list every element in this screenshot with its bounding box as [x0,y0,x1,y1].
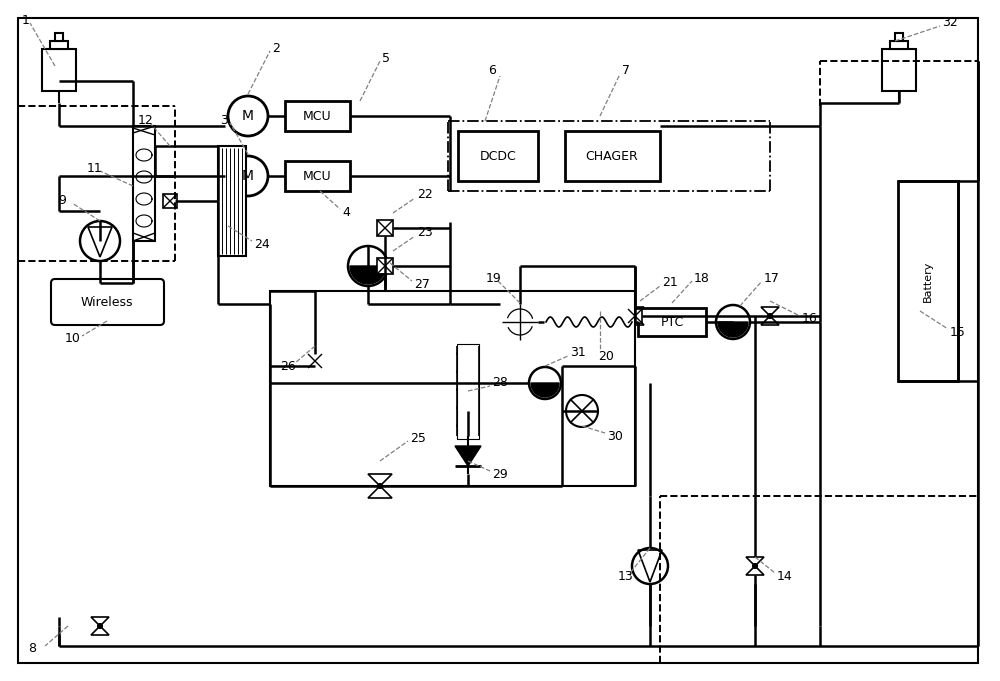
Text: 28: 28 [492,377,508,390]
Text: 27: 27 [414,277,430,291]
Text: 23: 23 [417,227,433,240]
Bar [133,126,155,241]
Circle shape [753,563,758,569]
Text: 6: 6 [488,65,496,78]
Text: 10: 10 [65,332,81,345]
Circle shape [716,305,750,339]
Text: MCU: MCU [303,110,331,123]
Text: 20: 20 [598,351,614,364]
Bar [544,313,634,331]
Circle shape [529,367,561,399]
Text: 1: 1 [22,14,30,27]
FancyBboxPatch shape [51,279,164,325]
Bar [377,258,393,274]
Circle shape [348,246,388,286]
Text: DCDC: DCDC [480,150,516,163]
Text: 7: 7 [622,65,630,78]
Text: 32: 32 [942,16,958,29]
Text: M: M [242,109,254,123]
Bar [285,101,350,131]
Bar [163,194,177,208]
Bar [308,354,322,368]
Polygon shape [531,383,559,397]
Text: 29: 29 [492,467,508,481]
Bar [50,41,68,49]
Text: 2: 2 [272,42,280,54]
Text: MCU: MCU [303,170,331,183]
Circle shape [228,156,268,196]
Bar [890,41,908,49]
Polygon shape [718,322,748,337]
Bar [42,49,76,91]
Circle shape [378,484,382,488]
Text: 3: 3 [220,114,228,127]
Circle shape [80,221,120,261]
Text: Battery: Battery [923,260,933,302]
Text: 8: 8 [28,642,36,656]
Text: 17: 17 [764,272,780,285]
Circle shape [502,304,538,340]
Text: PTC: PTC [660,315,684,328]
Circle shape [98,624,103,629]
Text: 21: 21 [662,276,678,289]
Bar [285,161,350,191]
Circle shape [566,395,598,427]
Text: M: M [242,169,254,183]
Bar [895,33,903,41]
Text: 11: 11 [87,161,103,174]
Text: 26: 26 [280,360,296,373]
Text: 25: 25 [410,432,426,445]
Text: 22: 22 [417,189,433,202]
Circle shape [768,313,772,319]
Text: 4: 4 [342,206,350,219]
Circle shape [228,96,268,136]
Text: 13: 13 [618,569,634,582]
Bar [218,146,246,256]
Circle shape [633,313,638,319]
Polygon shape [455,446,481,466]
Text: 30: 30 [607,430,623,443]
Text: Wireless: Wireless [81,296,133,308]
Text: 24: 24 [254,238,270,251]
Bar [882,49,916,91]
Text: 18: 18 [694,272,710,285]
Bar [898,181,958,381]
Text: CHAGER: CHAGER [586,150,638,163]
Circle shape [632,548,668,584]
Text: 31: 31 [570,347,586,360]
Bar [458,131,538,181]
Bar [638,308,706,336]
Text: 14: 14 [777,569,793,582]
Text: 16: 16 [802,313,818,326]
Bar [565,131,660,181]
Text: 12: 12 [138,114,154,127]
Bar [55,33,63,41]
Bar [270,291,635,486]
Text: 9: 9 [58,193,66,206]
Polygon shape [350,266,386,284]
Text: 5: 5 [382,52,390,65]
Text: 15: 15 [950,326,966,338]
Bar [377,220,393,236]
Bar [628,309,642,323]
Bar [457,344,479,439]
Text: 19: 19 [486,272,502,285]
